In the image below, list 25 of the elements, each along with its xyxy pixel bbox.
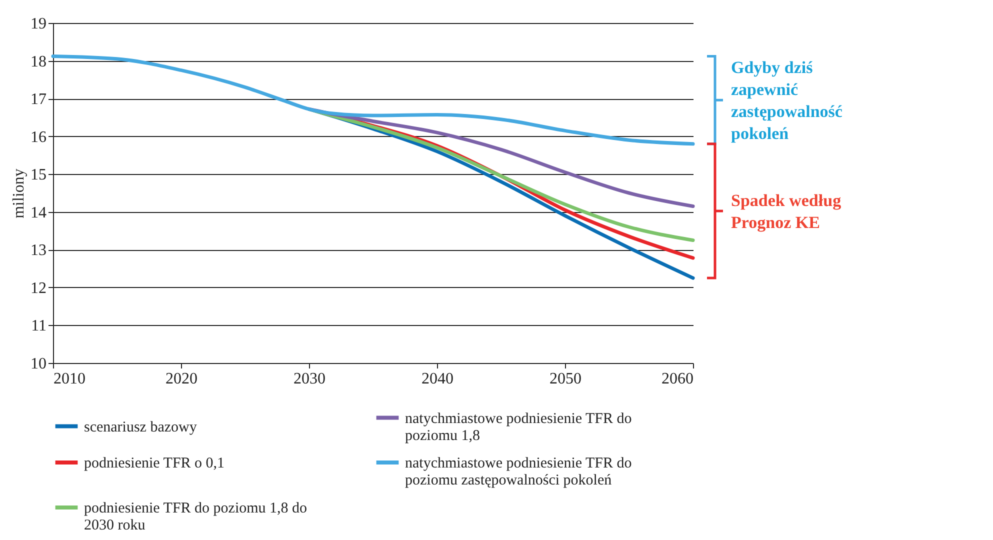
x-tick-label: 2040 [422, 370, 454, 388]
x-tick-label: 2020 [166, 370, 198, 388]
x-tick-label: 2010 [54, 370, 86, 388]
legend-label: podniesienie TFR o 0,1 [84, 456, 225, 472]
y-tick-label: 13 [30, 242, 46, 260]
legend-label: natychmiastowe podniesienie TFR do poziomu zastępowalności pokoleń [405, 456, 632, 488]
y-tick-label: 10 [30, 356, 46, 372]
legend-label: natychmiastowe podniesienie TFR do poziomu 1,8 [405, 410, 632, 444]
y-tick-label: 17 [30, 91, 46, 108]
y-tick-label: 16 [30, 128, 46, 146]
legend-label: podniesienie TFR do poziomu 1,8 do 2030 roku [84, 500, 308, 534]
y-tick-label: 11 [31, 318, 46, 335]
legend-label: scenariusz bazowy [84, 419, 198, 436]
x-tick-label: 2060 [662, 370, 694, 388]
y-tick-label: 19 [30, 16, 46, 32]
text: Spadek według Prognoz KE [731, 190, 842, 232]
x-tick-label: 2030 [294, 370, 326, 388]
y-tick-label: 15 [30, 166, 46, 184]
line-series [51, 54, 695, 146]
x-tick-label: 2050 [550, 370, 582, 388]
y-tick-label: 14 [30, 204, 46, 222]
y-tick-label: 12 [30, 280, 46, 297]
y-axis-title: miliony [10, 168, 28, 218]
text: Gdyby dziś zapewnić zastępowalność pokoleń [731, 58, 843, 144]
y-tick-label: 18 [30, 53, 46, 70]
